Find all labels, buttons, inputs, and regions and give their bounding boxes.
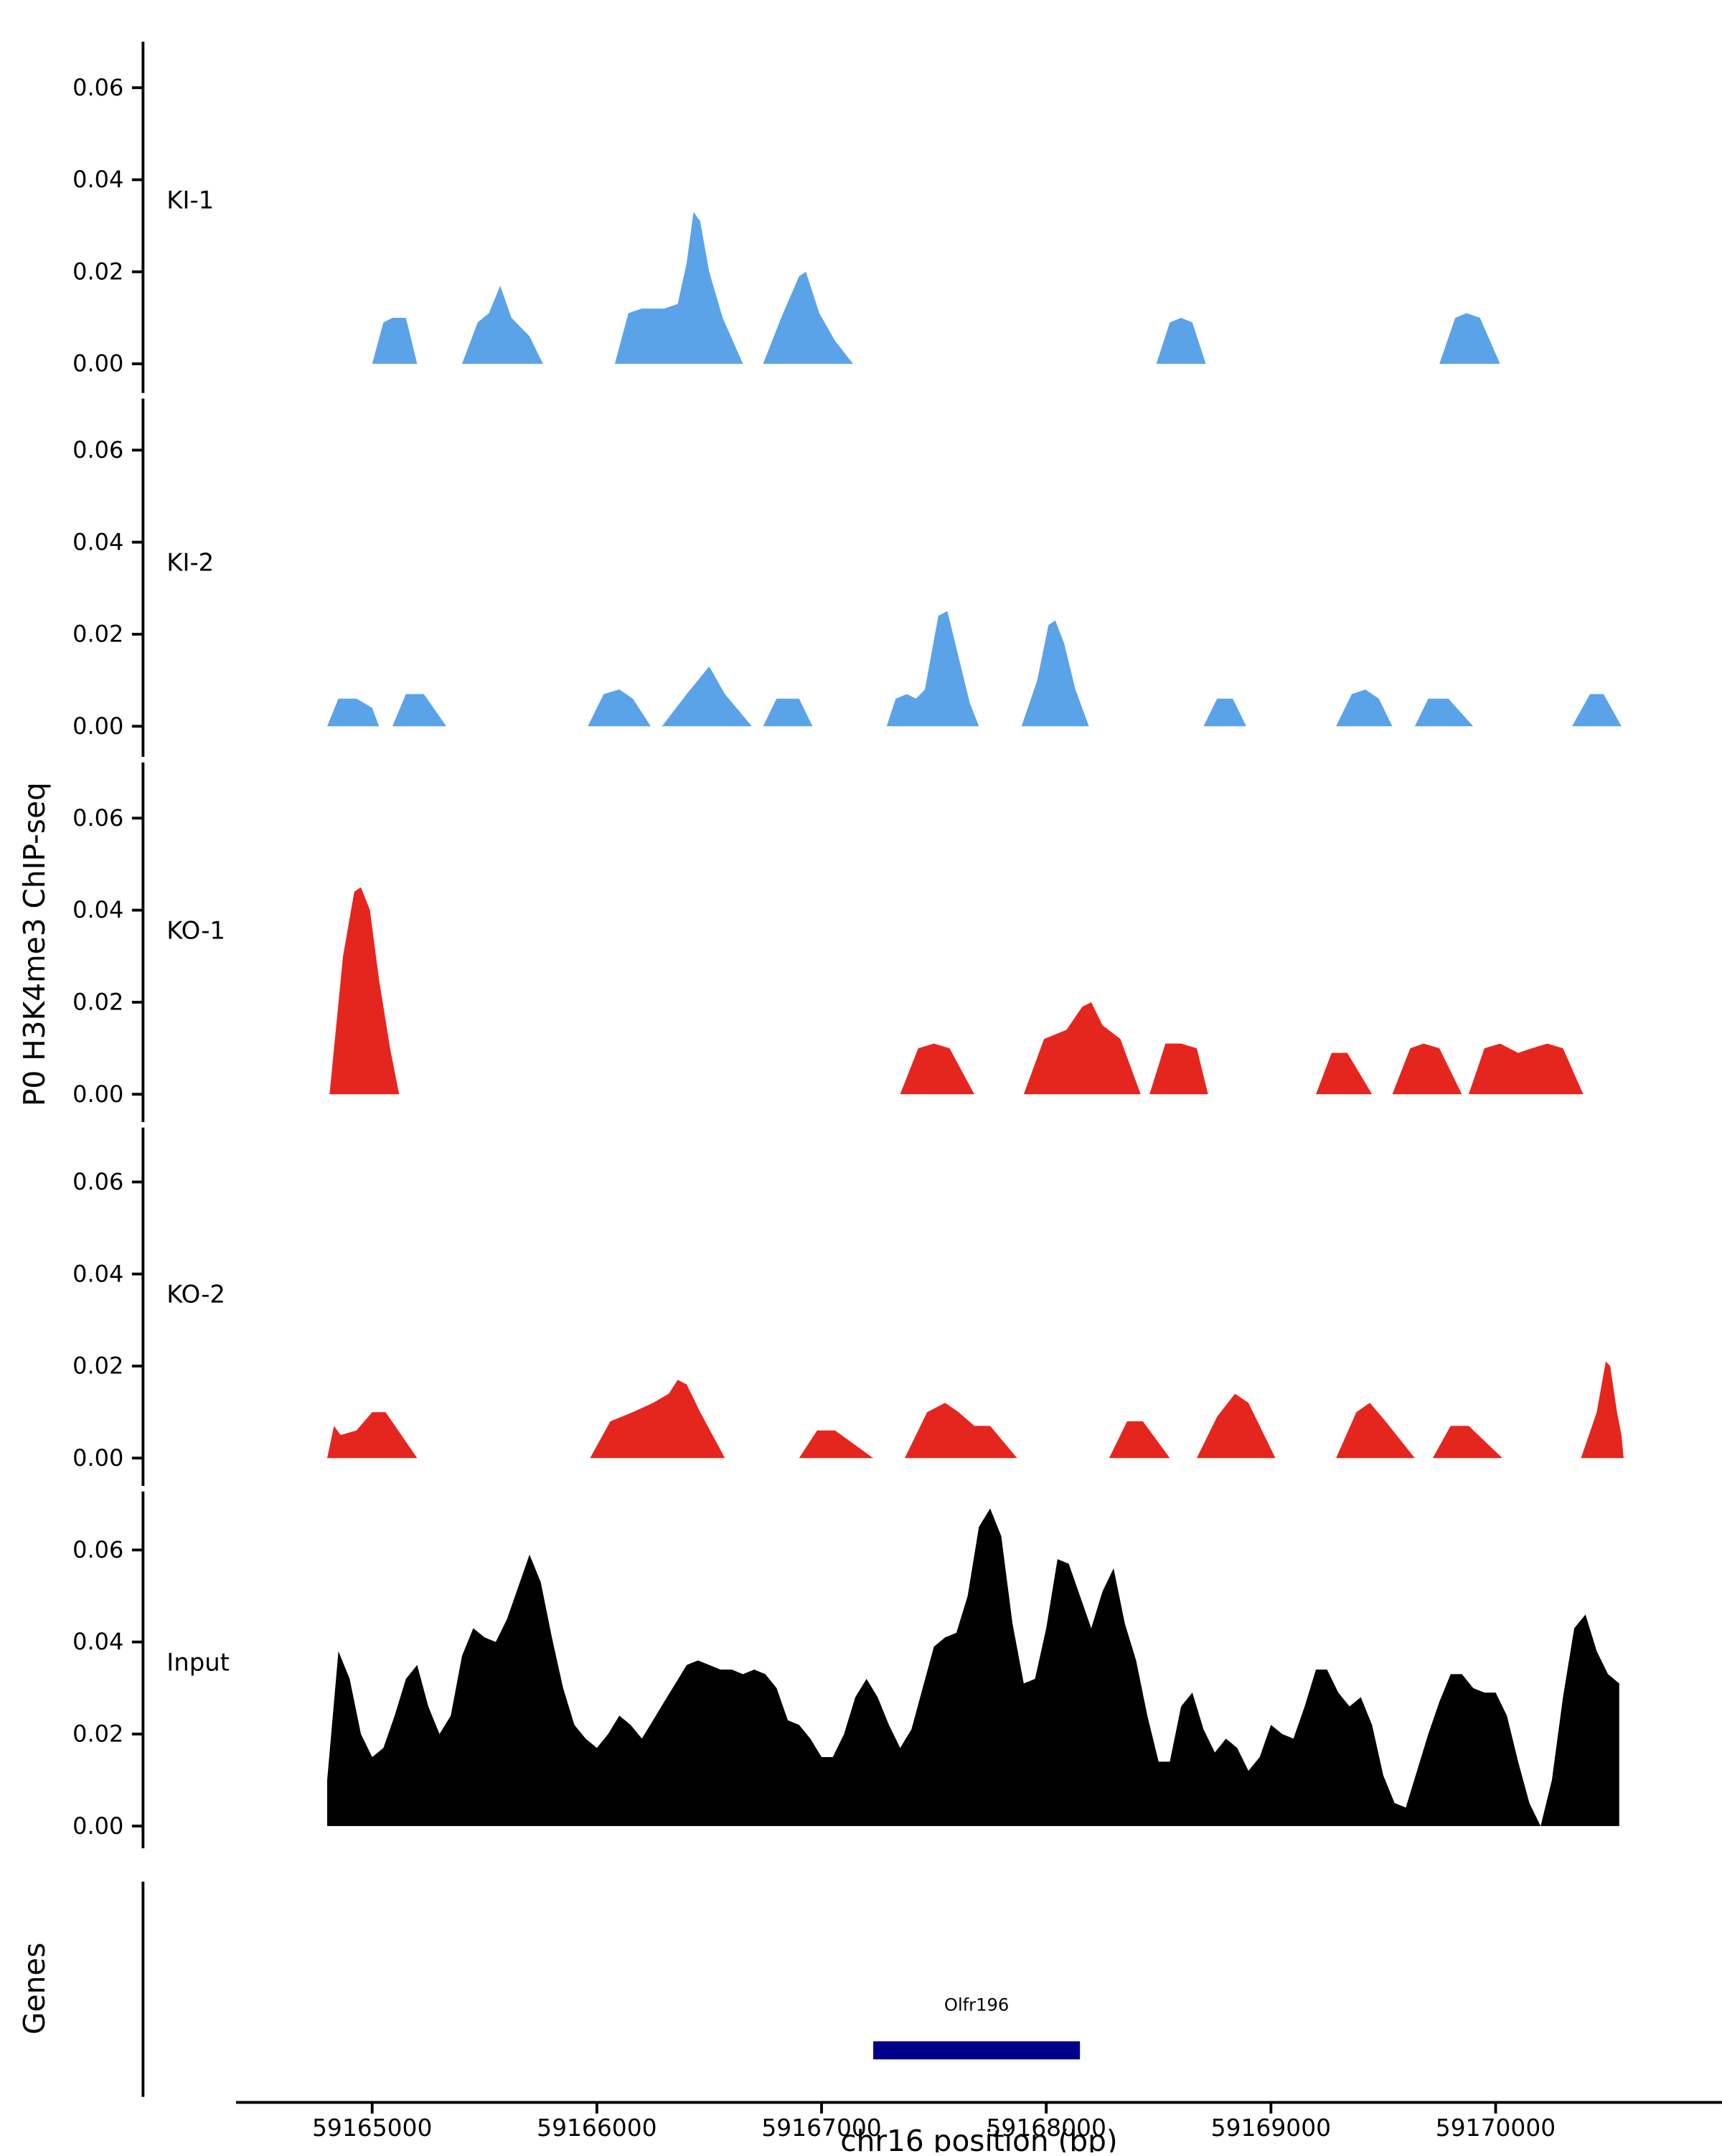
y-tick-label: 0.00 xyxy=(72,1812,123,1840)
track-label: Input xyxy=(166,1648,230,1676)
track-KI-2: 0.00 0.02 0.04 0.06 KI-2 xyxy=(72,398,1622,757)
y-tick-label: 0.04 xyxy=(72,1260,123,1287)
gene-body xyxy=(873,2041,1081,2060)
y-tick-label: 0.02 xyxy=(72,989,123,1016)
track-area-KO-2 xyxy=(327,1361,1624,1459)
track-area-KI-1 xyxy=(372,212,1500,364)
y-tick-label: 0.06 xyxy=(72,1536,123,1563)
gene-label: Olfr196 xyxy=(944,1995,1009,2015)
y-axis-title: P0 H3K4me3 ChIP-seq xyxy=(17,782,52,1106)
y-tick-label: 0.00 xyxy=(72,712,123,740)
x-tick-label: 59167000 xyxy=(761,2114,881,2142)
track-KI-1: 0.00 0.02 0.04 0.06 KI-1 xyxy=(72,42,1500,393)
x-tick-label: 59166000 xyxy=(537,2114,657,2142)
y-tick-label: 0.02 xyxy=(72,1720,123,1748)
y-tick-label: 0.00 xyxy=(72,1444,123,1472)
y-tick-label: 0.00 xyxy=(72,1081,123,1108)
track-Input: 0.00 0.02 0.04 0.06 Input xyxy=(72,1491,1619,1849)
track-area-Input xyxy=(327,1508,1619,1827)
x-axis-title: chr16 position (bp) xyxy=(840,2124,1118,2152)
y-tick-label: 0.04 xyxy=(72,528,123,555)
y-tick-label: 0.06 xyxy=(72,74,123,101)
x-tick-label: 59168000 xyxy=(986,2114,1106,2142)
y-tick-label: 0.04 xyxy=(72,1628,123,1655)
y-tick-label: 0.04 xyxy=(72,896,123,923)
track-KO-1: 0.00 0.02 0.04 0.06 KO-1 xyxy=(72,762,1584,1122)
y-tick-label: 0.06 xyxy=(72,436,123,463)
tracks-layer: 0.00 0.02 0.04 0.06 KI-1 0.00 0.02 0.04 0.06 KI-2… xyxy=(72,42,1624,1849)
y-tick-label: 0.02 xyxy=(72,621,123,648)
x-axis: 59165000 59166000 59167000 59168000 59169000… xyxy=(236,2101,1722,2142)
track-label: KO-2 xyxy=(166,1280,225,1308)
genes-layer: Olfr196 xyxy=(141,1881,1081,2097)
genes-axis-title: Genes xyxy=(17,1942,52,2034)
y-tick-label: 0.06 xyxy=(72,804,123,832)
track-label: KI-2 xyxy=(166,548,214,576)
track-area-KI-2 xyxy=(327,611,1622,727)
track-KO-2: 0.00 0.02 0.04 0.06 KO-2 xyxy=(72,1127,1624,1486)
track-label: KO-1 xyxy=(166,916,225,944)
x-tick-label: 59165000 xyxy=(312,2114,432,2142)
x-tick-label: 59170000 xyxy=(1436,2114,1556,2142)
track-area-KO-1 xyxy=(329,887,1584,1095)
track-label: KI-1 xyxy=(166,186,214,214)
x-tick-label: 59169000 xyxy=(1211,2114,1331,2142)
y-tick-label: 0.02 xyxy=(72,1352,123,1380)
y-tick-label: 0.02 xyxy=(72,258,123,285)
y-tick-label: 0.00 xyxy=(72,350,123,377)
y-tick-label: 0.06 xyxy=(72,1168,123,1195)
y-tick-label: 0.04 xyxy=(72,166,123,193)
